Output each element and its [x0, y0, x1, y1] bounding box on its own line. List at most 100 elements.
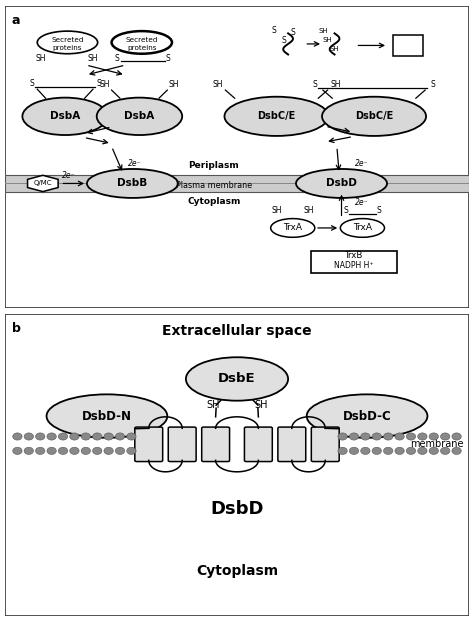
Ellipse shape — [271, 218, 315, 238]
Ellipse shape — [186, 357, 288, 401]
Text: SH: SH — [271, 207, 282, 215]
Text: SH: SH — [212, 80, 223, 89]
Text: 2e⁻: 2e⁻ — [128, 159, 141, 167]
Text: S: S — [431, 80, 436, 89]
Text: SH: SH — [330, 47, 339, 52]
Ellipse shape — [296, 169, 387, 198]
Text: S: S — [397, 42, 401, 49]
Text: Extracellular space: Extracellular space — [162, 323, 312, 338]
Ellipse shape — [127, 447, 136, 455]
FancyBboxPatch shape — [311, 427, 339, 462]
Ellipse shape — [87, 169, 178, 198]
Ellipse shape — [36, 447, 45, 455]
Text: DsbD-N: DsbD-N — [82, 409, 132, 422]
Ellipse shape — [58, 447, 68, 455]
Text: SH: SH — [330, 80, 341, 89]
Ellipse shape — [92, 447, 102, 455]
Ellipse shape — [338, 433, 347, 440]
Ellipse shape — [440, 433, 450, 440]
FancyBboxPatch shape — [202, 427, 229, 462]
Ellipse shape — [440, 447, 450, 455]
Ellipse shape — [22, 98, 108, 135]
Text: S: S — [291, 28, 295, 37]
Text: DsbA: DsbA — [124, 111, 155, 121]
Bar — [392, 35, 423, 56]
Ellipse shape — [349, 447, 359, 455]
Ellipse shape — [418, 447, 427, 455]
Text: membrane: membrane — [410, 439, 464, 448]
Ellipse shape — [104, 433, 113, 440]
Text: 2e⁻: 2e⁻ — [356, 198, 369, 207]
Ellipse shape — [429, 447, 438, 455]
Ellipse shape — [13, 447, 22, 455]
Text: a: a — [12, 14, 20, 27]
Text: TrxB: TrxB — [345, 251, 363, 260]
Text: Cytoplasm: Cytoplasm — [196, 564, 278, 578]
Ellipse shape — [372, 433, 382, 440]
Text: DsbD-C: DsbD-C — [343, 409, 392, 422]
Bar — [311, 251, 397, 273]
Text: Plasma membrane: Plasma membrane — [176, 180, 252, 190]
Text: DsbC/E: DsbC/E — [355, 111, 393, 121]
Ellipse shape — [13, 433, 22, 440]
Text: TrxA: TrxA — [283, 223, 302, 233]
Ellipse shape — [383, 447, 393, 455]
Bar — [5, 175, 469, 192]
Ellipse shape — [81, 447, 91, 455]
Text: SH: SH — [304, 207, 314, 215]
Text: DsbE: DsbE — [218, 373, 256, 386]
Ellipse shape — [36, 433, 45, 440]
Text: DsbB: DsbB — [118, 179, 147, 188]
Text: 2e⁻: 2e⁻ — [356, 159, 369, 167]
Ellipse shape — [406, 433, 416, 440]
FancyBboxPatch shape — [245, 427, 272, 462]
Ellipse shape — [429, 433, 438, 440]
Text: proteins: proteins — [53, 45, 82, 51]
Text: SH: SH — [319, 29, 328, 34]
Ellipse shape — [418, 433, 427, 440]
Ellipse shape — [361, 433, 370, 440]
Ellipse shape — [307, 394, 428, 438]
Text: S: S — [281, 36, 286, 45]
Text: Q/MC: Q/MC — [34, 180, 52, 187]
Text: TrxA: TrxA — [353, 223, 372, 233]
Text: S: S — [344, 207, 348, 215]
Ellipse shape — [24, 433, 34, 440]
Text: SH: SH — [36, 54, 46, 63]
Text: S: S — [376, 207, 381, 215]
Ellipse shape — [58, 433, 68, 440]
Text: S: S — [313, 80, 318, 89]
Ellipse shape — [47, 447, 56, 455]
Ellipse shape — [97, 98, 182, 135]
Text: SH: SH — [100, 80, 110, 89]
Ellipse shape — [111, 31, 172, 53]
Ellipse shape — [37, 31, 98, 53]
Text: S: S — [29, 79, 34, 88]
Ellipse shape — [92, 433, 102, 440]
FancyBboxPatch shape — [168, 427, 196, 462]
Bar — [5, 183, 469, 184]
Text: SH: SH — [255, 400, 268, 411]
Ellipse shape — [338, 447, 347, 455]
Ellipse shape — [349, 433, 359, 440]
Text: S: S — [96, 79, 101, 88]
Text: b: b — [12, 322, 20, 335]
Ellipse shape — [406, 447, 416, 455]
Ellipse shape — [115, 433, 125, 440]
Text: DsbC/E: DsbC/E — [257, 111, 296, 121]
Ellipse shape — [340, 218, 384, 238]
Ellipse shape — [322, 96, 426, 136]
Text: Secreted: Secreted — [126, 37, 158, 43]
FancyBboxPatch shape — [278, 427, 306, 462]
Text: SH: SH — [206, 400, 219, 411]
Text: proteins: proteins — [127, 45, 156, 51]
Text: DsbD: DsbD — [326, 179, 357, 188]
Ellipse shape — [395, 447, 404, 455]
Ellipse shape — [47, 433, 56, 440]
Text: DsbD: DsbD — [210, 499, 264, 518]
Ellipse shape — [372, 447, 382, 455]
Polygon shape — [27, 175, 58, 192]
Ellipse shape — [46, 394, 167, 438]
Text: Secreted: Secreted — [51, 37, 84, 43]
Ellipse shape — [452, 433, 461, 440]
